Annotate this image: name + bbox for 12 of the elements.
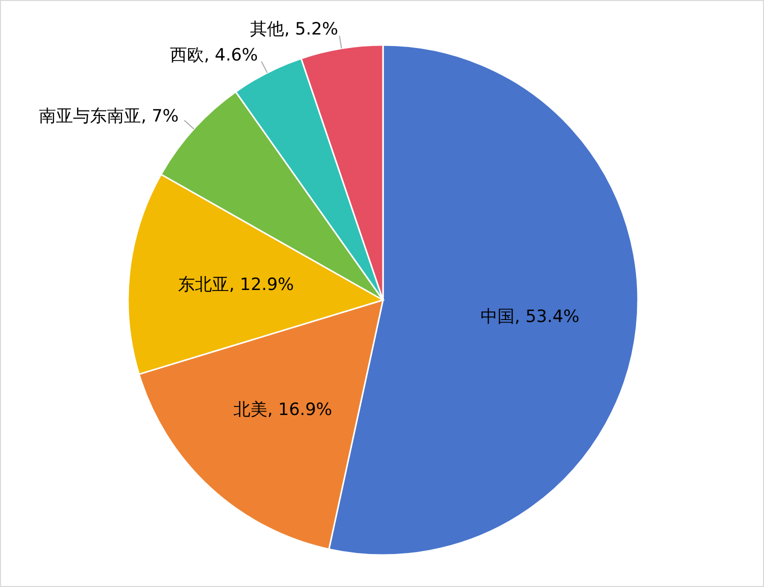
data-label: , 12.9% xyxy=(229,274,294,295)
data-label: , 53.4% xyxy=(514,306,580,327)
slice-label: 中国 xyxy=(480,306,515,327)
slice-label: 东北亚 xyxy=(178,274,230,295)
slice-label: 北美 xyxy=(233,400,268,420)
slice-label: 西欧 xyxy=(170,46,204,66)
data-label: , 4.6% xyxy=(204,46,258,66)
data-label: , 5.2% xyxy=(284,19,338,40)
slice-label: 南亚与东南亚 xyxy=(38,106,141,126)
data-label: , 16.9% xyxy=(267,400,332,420)
slice-label: 其他 xyxy=(250,19,284,40)
data-label: , 7% xyxy=(140,106,179,126)
